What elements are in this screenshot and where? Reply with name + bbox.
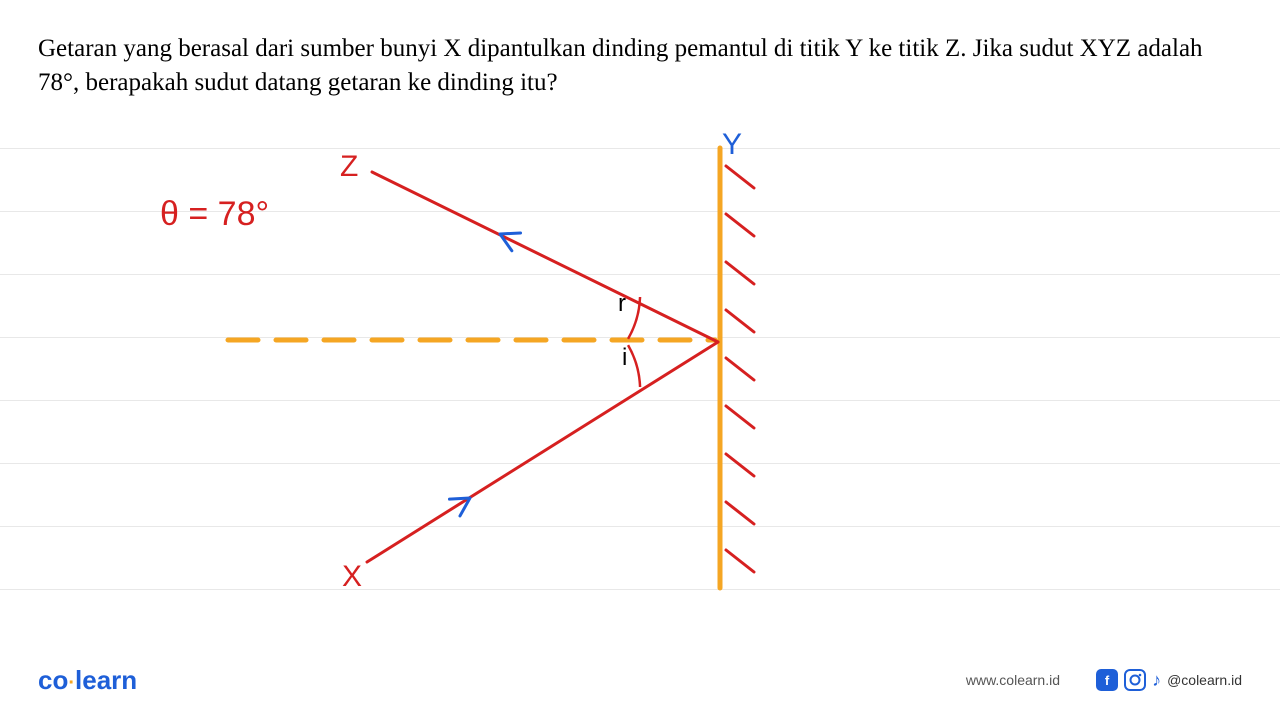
- instagram-icon: [1124, 669, 1146, 691]
- logo-co: co: [38, 665, 68, 695]
- tiktok-icon: ♪: [1152, 670, 1161, 691]
- footer-bar: co·learn www.colearn.id f ♪ @colearn.id: [0, 660, 1280, 700]
- colearn-logo: co·learn: [38, 665, 137, 696]
- social-handle: @colearn.id: [1167, 672, 1242, 688]
- logo-learn: learn: [75, 665, 137, 695]
- website-url: www.colearn.id: [966, 672, 1060, 688]
- social-links: f ♪ @colearn.id: [1096, 669, 1242, 691]
- reflection-diagram: [0, 0, 1280, 720]
- logo-dot: ·: [68, 672, 75, 694]
- facebook-icon: f: [1096, 669, 1118, 691]
